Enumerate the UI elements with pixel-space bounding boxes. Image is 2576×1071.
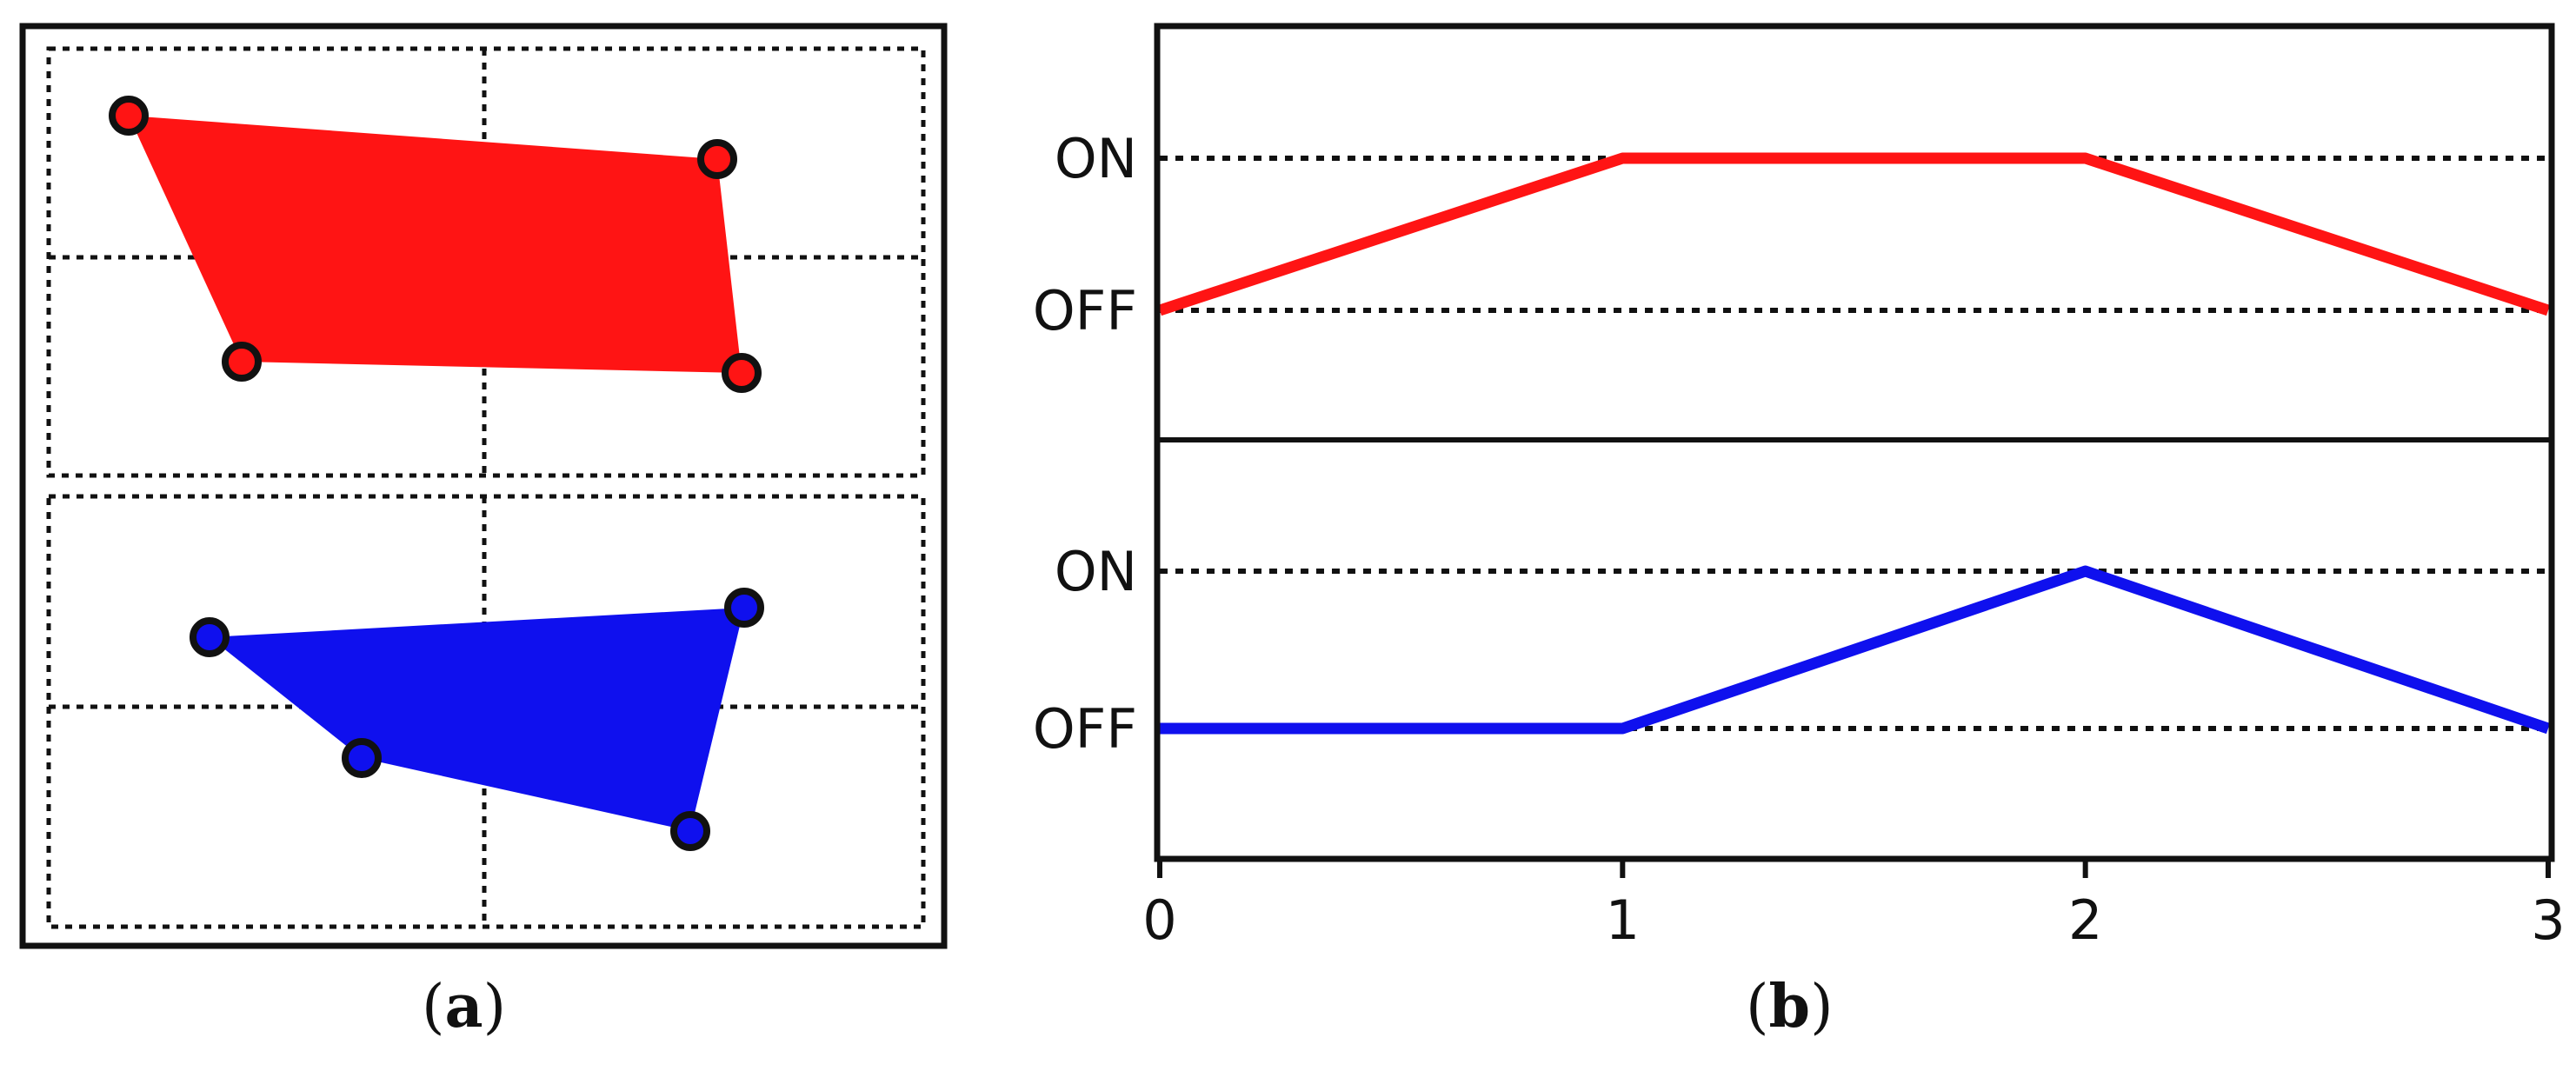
caption-a: (a) [422, 972, 507, 1041]
series-layer [1157, 152, 2551, 735]
x-tick-label-1: 1 [1606, 888, 1640, 952]
caption-b-letter: b [1768, 972, 1811, 1041]
blue-quad-vertex-3 [670, 811, 710, 851]
subplot-1-off-label: OFF [1033, 279, 1137, 343]
red-quad-vertex-3 [722, 353, 762, 393]
x-tick-layer: 0 1 2 3 [1142, 859, 2566, 952]
x-tick-label-3: 3 [2531, 888, 2565, 952]
blue-quad-vertex-4 [342, 738, 382, 778]
subplot-2-on-label: ON [1055, 540, 1137, 603]
subplot-2-off-label: OFF [1033, 697, 1137, 761]
x-tick-label-0: 0 [1142, 888, 1176, 952]
y-label-layer: ON OFF ON OFF [1033, 127, 1137, 761]
red-quad-vertex-2 [697, 139, 737, 179]
panel-a-frame [19, 23, 948, 949]
caption-a-letter: a [444, 972, 483, 1041]
panel-a-diagram [19, 23, 948, 949]
red-quad-vertex-4 [222, 342, 262, 382]
subplot-1-on-label: ON [1055, 127, 1137, 190]
panel-b-chart: ON OFF ON OFF 0 1 2 3 [1033, 23, 2566, 952]
blue-quad-polygon [210, 608, 744, 831]
blue-quad-vertex-1 [190, 617, 230, 657]
blue-quad-vertex-2 [724, 588, 764, 628]
red-quad-polygon [129, 116, 742, 373]
blue-series-line [1160, 565, 2551, 735]
red-series-line [1157, 152, 2551, 316]
caption-b: (b) [1746, 972, 1834, 1041]
red-quad-vertex-1 [109, 96, 149, 136]
x-tick-label-2: 2 [2068, 888, 2102, 952]
shapes-layer [109, 96, 764, 851]
